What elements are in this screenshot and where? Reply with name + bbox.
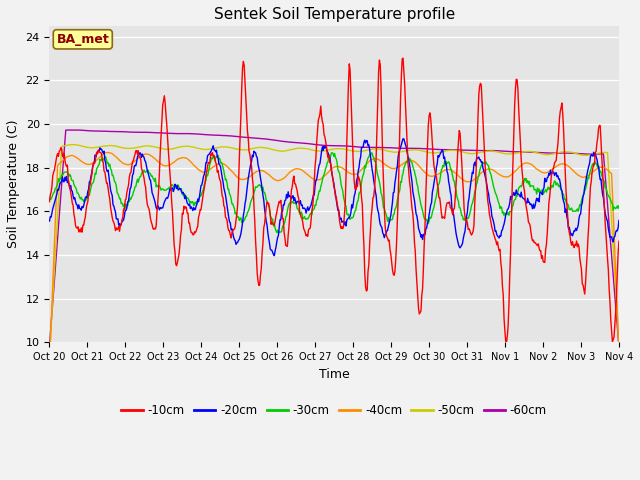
-50cm	[69, 142, 77, 147]
-60cm	[420, 146, 428, 152]
X-axis label: Time: Time	[319, 368, 349, 381]
-40cm	[186, 158, 193, 164]
-10cm	[502, 339, 510, 345]
-50cm	[560, 149, 568, 155]
-30cm	[328, 150, 336, 156]
-60cm	[72, 127, 80, 133]
-40cm	[207, 166, 214, 171]
-40cm	[227, 167, 234, 172]
-30cm	[226, 191, 234, 197]
-40cm	[420, 169, 428, 175]
-30cm	[45, 195, 53, 201]
-10cm	[399, 55, 407, 61]
-20cm	[399, 136, 407, 142]
-50cm	[45, 352, 53, 358]
Title: Sentek Soil Temperature profile: Sentek Soil Temperature profile	[214, 7, 455, 22]
-20cm	[490, 222, 498, 228]
-20cm	[45, 218, 53, 224]
Legend: -10cm, -20cm, -30cm, -40cm, -50cm, -60cm: -10cm, -20cm, -30cm, -40cm, -50cm, -60cm	[116, 399, 552, 421]
-30cm	[615, 203, 623, 209]
Text: BA_met: BA_met	[56, 33, 109, 46]
Y-axis label: Soil Temperature (C): Soil Temperature (C)	[7, 120, 20, 248]
-60cm	[490, 148, 497, 154]
-60cm	[227, 133, 234, 139]
-50cm	[227, 144, 234, 150]
-30cm	[490, 186, 498, 192]
-50cm	[490, 148, 497, 154]
-10cm	[420, 241, 428, 247]
-10cm	[185, 220, 193, 226]
-20cm	[421, 232, 429, 238]
-20cm	[206, 150, 214, 156]
-10cm	[490, 230, 497, 236]
-40cm	[615, 348, 623, 353]
Line: -60cm: -60cm	[49, 130, 619, 347]
-10cm	[615, 239, 623, 244]
Line: -30cm: -30cm	[49, 153, 619, 233]
Line: -40cm: -40cm	[49, 153, 619, 365]
-40cm	[104, 150, 112, 156]
-30cm	[561, 196, 568, 202]
Line: -50cm: -50cm	[49, 144, 619, 355]
-60cm	[615, 344, 623, 349]
-10cm	[45, 199, 53, 204]
-60cm	[207, 132, 214, 138]
-60cm	[186, 131, 193, 136]
-60cm	[45, 343, 53, 348]
-40cm	[490, 168, 497, 173]
-40cm	[560, 161, 568, 167]
-50cm	[615, 341, 623, 347]
Line: -10cm: -10cm	[49, 58, 619, 342]
-10cm	[226, 228, 234, 234]
-20cm	[615, 217, 623, 223]
Line: -20cm: -20cm	[49, 139, 619, 256]
-20cm	[185, 203, 193, 208]
-40cm	[45, 362, 53, 368]
-10cm	[206, 159, 214, 165]
-60cm	[560, 150, 568, 156]
-10cm	[561, 146, 568, 152]
-20cm	[226, 219, 234, 225]
-50cm	[207, 146, 214, 152]
-30cm	[185, 197, 193, 203]
-20cm	[561, 201, 568, 206]
-20cm	[271, 253, 278, 259]
-30cm	[275, 230, 282, 236]
-50cm	[420, 148, 428, 154]
-50cm	[186, 144, 193, 149]
-30cm	[421, 216, 429, 222]
-30cm	[206, 161, 214, 167]
